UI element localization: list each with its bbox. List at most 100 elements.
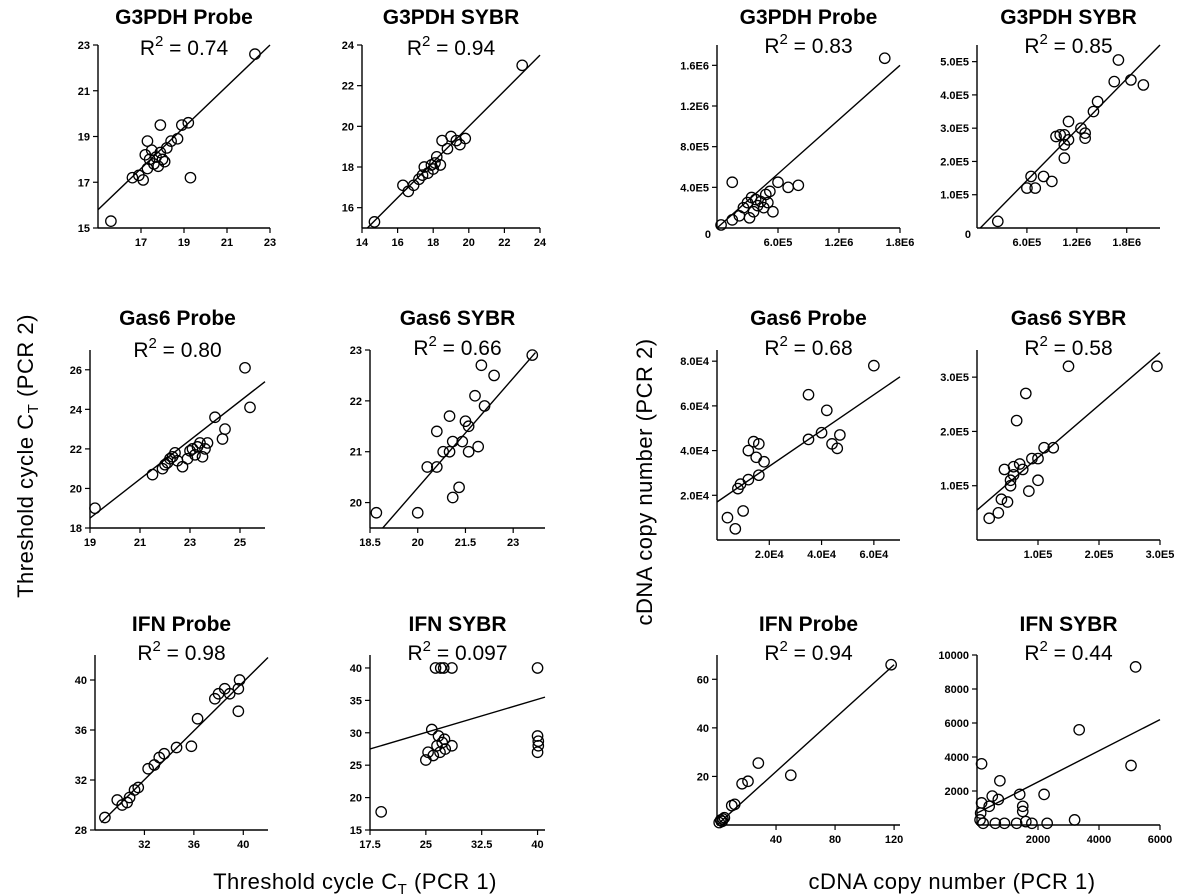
data-point [216,433,229,445]
x-tick-label: 6.0E5 [1013,237,1042,249]
y-tick-label: 26 [70,365,82,377]
data-point [983,800,996,813]
x-tick-label: 40 [531,839,543,851]
data-point [977,817,989,830]
regression-line [977,718,1161,814]
y-tick-label: 17 [78,177,90,189]
r2-label: R2 = 0.85 [1024,31,1112,58]
data-point [148,759,161,771]
x-tick-label: 23 [264,237,276,249]
y-tick-label: 3.0E5 [940,123,969,135]
y-tick-label: 40 [697,723,709,735]
regression-line [717,664,895,825]
x-tick-label: 120 [885,834,903,846]
y-tick-label: 1.0E5 [940,190,969,202]
data-point [721,511,734,524]
x-tick-label: 17.5 [359,839,380,851]
r2-label: R2 = 0.44 [1024,638,1113,665]
data-point [105,215,117,227]
data-point [1137,79,1150,91]
data-point [1108,75,1121,88]
data-point [478,400,491,412]
data-point [1062,360,1075,373]
data-point [1079,127,1091,140]
y-tick-label: 4000 [945,752,969,764]
data-point [1058,152,1071,164]
data-point [1054,128,1067,141]
data-point [1037,170,1050,183]
data-point [156,153,169,166]
left-ylabel-sub: T [25,404,42,414]
data-point [232,682,245,695]
data-point [1025,170,1037,183]
origin-label: 0 [965,229,971,241]
y-tick-label: 2.0E4 [680,490,710,502]
data-point [764,185,776,198]
data-point [992,793,1005,806]
data-point [416,169,429,181]
y-tick-label: 20 [350,498,362,510]
data-point [736,777,748,790]
data-point [784,769,797,782]
data-point [1091,95,1104,108]
data-point [429,662,442,674]
scatter-panel-2: G3PDH SYBR R2 = 0.94 14 16 18 20 22 24 16 18 20 22 2… [342,6,547,249]
data-point [191,712,204,725]
data-point [368,216,381,228]
data-point [411,506,424,519]
x-tick-label: 6.0E4 [859,549,889,561]
r2-label: R2 = 0.74 [140,33,229,60]
y-tick-label: 23 [350,345,362,357]
r2-label: R2 = 0.66 [413,333,501,360]
data-point [1038,441,1050,454]
data-point [223,687,236,700]
data-point [752,757,765,769]
r2-label: R2 = 0.94 [764,638,853,665]
data-point [427,163,440,175]
data-point [974,814,986,826]
data-point [443,445,456,458]
r2-label: R2 = 0.80 [133,335,221,362]
data-point [820,404,833,417]
y-tick-label: 15 [78,223,90,235]
y-tick-label: 30 [350,728,362,740]
data-point [434,159,447,171]
data-point [165,135,177,147]
data-point [189,448,201,461]
x-tick-label: 24 [534,237,547,249]
data-point [1007,469,1020,481]
data-point [742,473,755,486]
y-tick-label: 20 [697,771,709,783]
x-tick-label: 21.5 [455,537,476,549]
x-tick-label: 20 [463,237,475,249]
data-point [232,705,245,718]
scatter-panel-5: Gas6 Probe R2 = 0.80 19 21 23 25 18 20 22 24 26 [70,307,266,549]
x-tick-label: 40 [237,839,249,851]
y-tick-label: 5.0E5 [940,57,969,69]
y-tick-label: 36 [75,725,87,737]
data-point [767,205,779,218]
data-point [1021,182,1033,194]
data-point [126,171,139,184]
data-point [802,388,815,401]
data-point [1073,723,1086,736]
data-point [995,493,1008,506]
data-point [462,445,475,458]
x-tick-label: 6000 [1148,834,1172,846]
origin-label: 0 [705,229,711,241]
x-tick-label: 80 [829,834,841,846]
x-tick-label: 1.8E6 [886,237,915,249]
data-point [834,429,846,441]
data-point [233,674,246,686]
x-tick-label: 17 [135,237,147,249]
data-point [986,790,999,802]
y-tick-label: 22 [342,81,354,93]
y-tick-label: 8.0E5 [680,142,709,154]
panel-title: IFN SYBR [408,613,506,636]
panel-title: G3PDH SYBR [1000,6,1137,29]
data-point [441,142,454,155]
left-ylabel-tail: (PCR 2) [13,314,38,404]
